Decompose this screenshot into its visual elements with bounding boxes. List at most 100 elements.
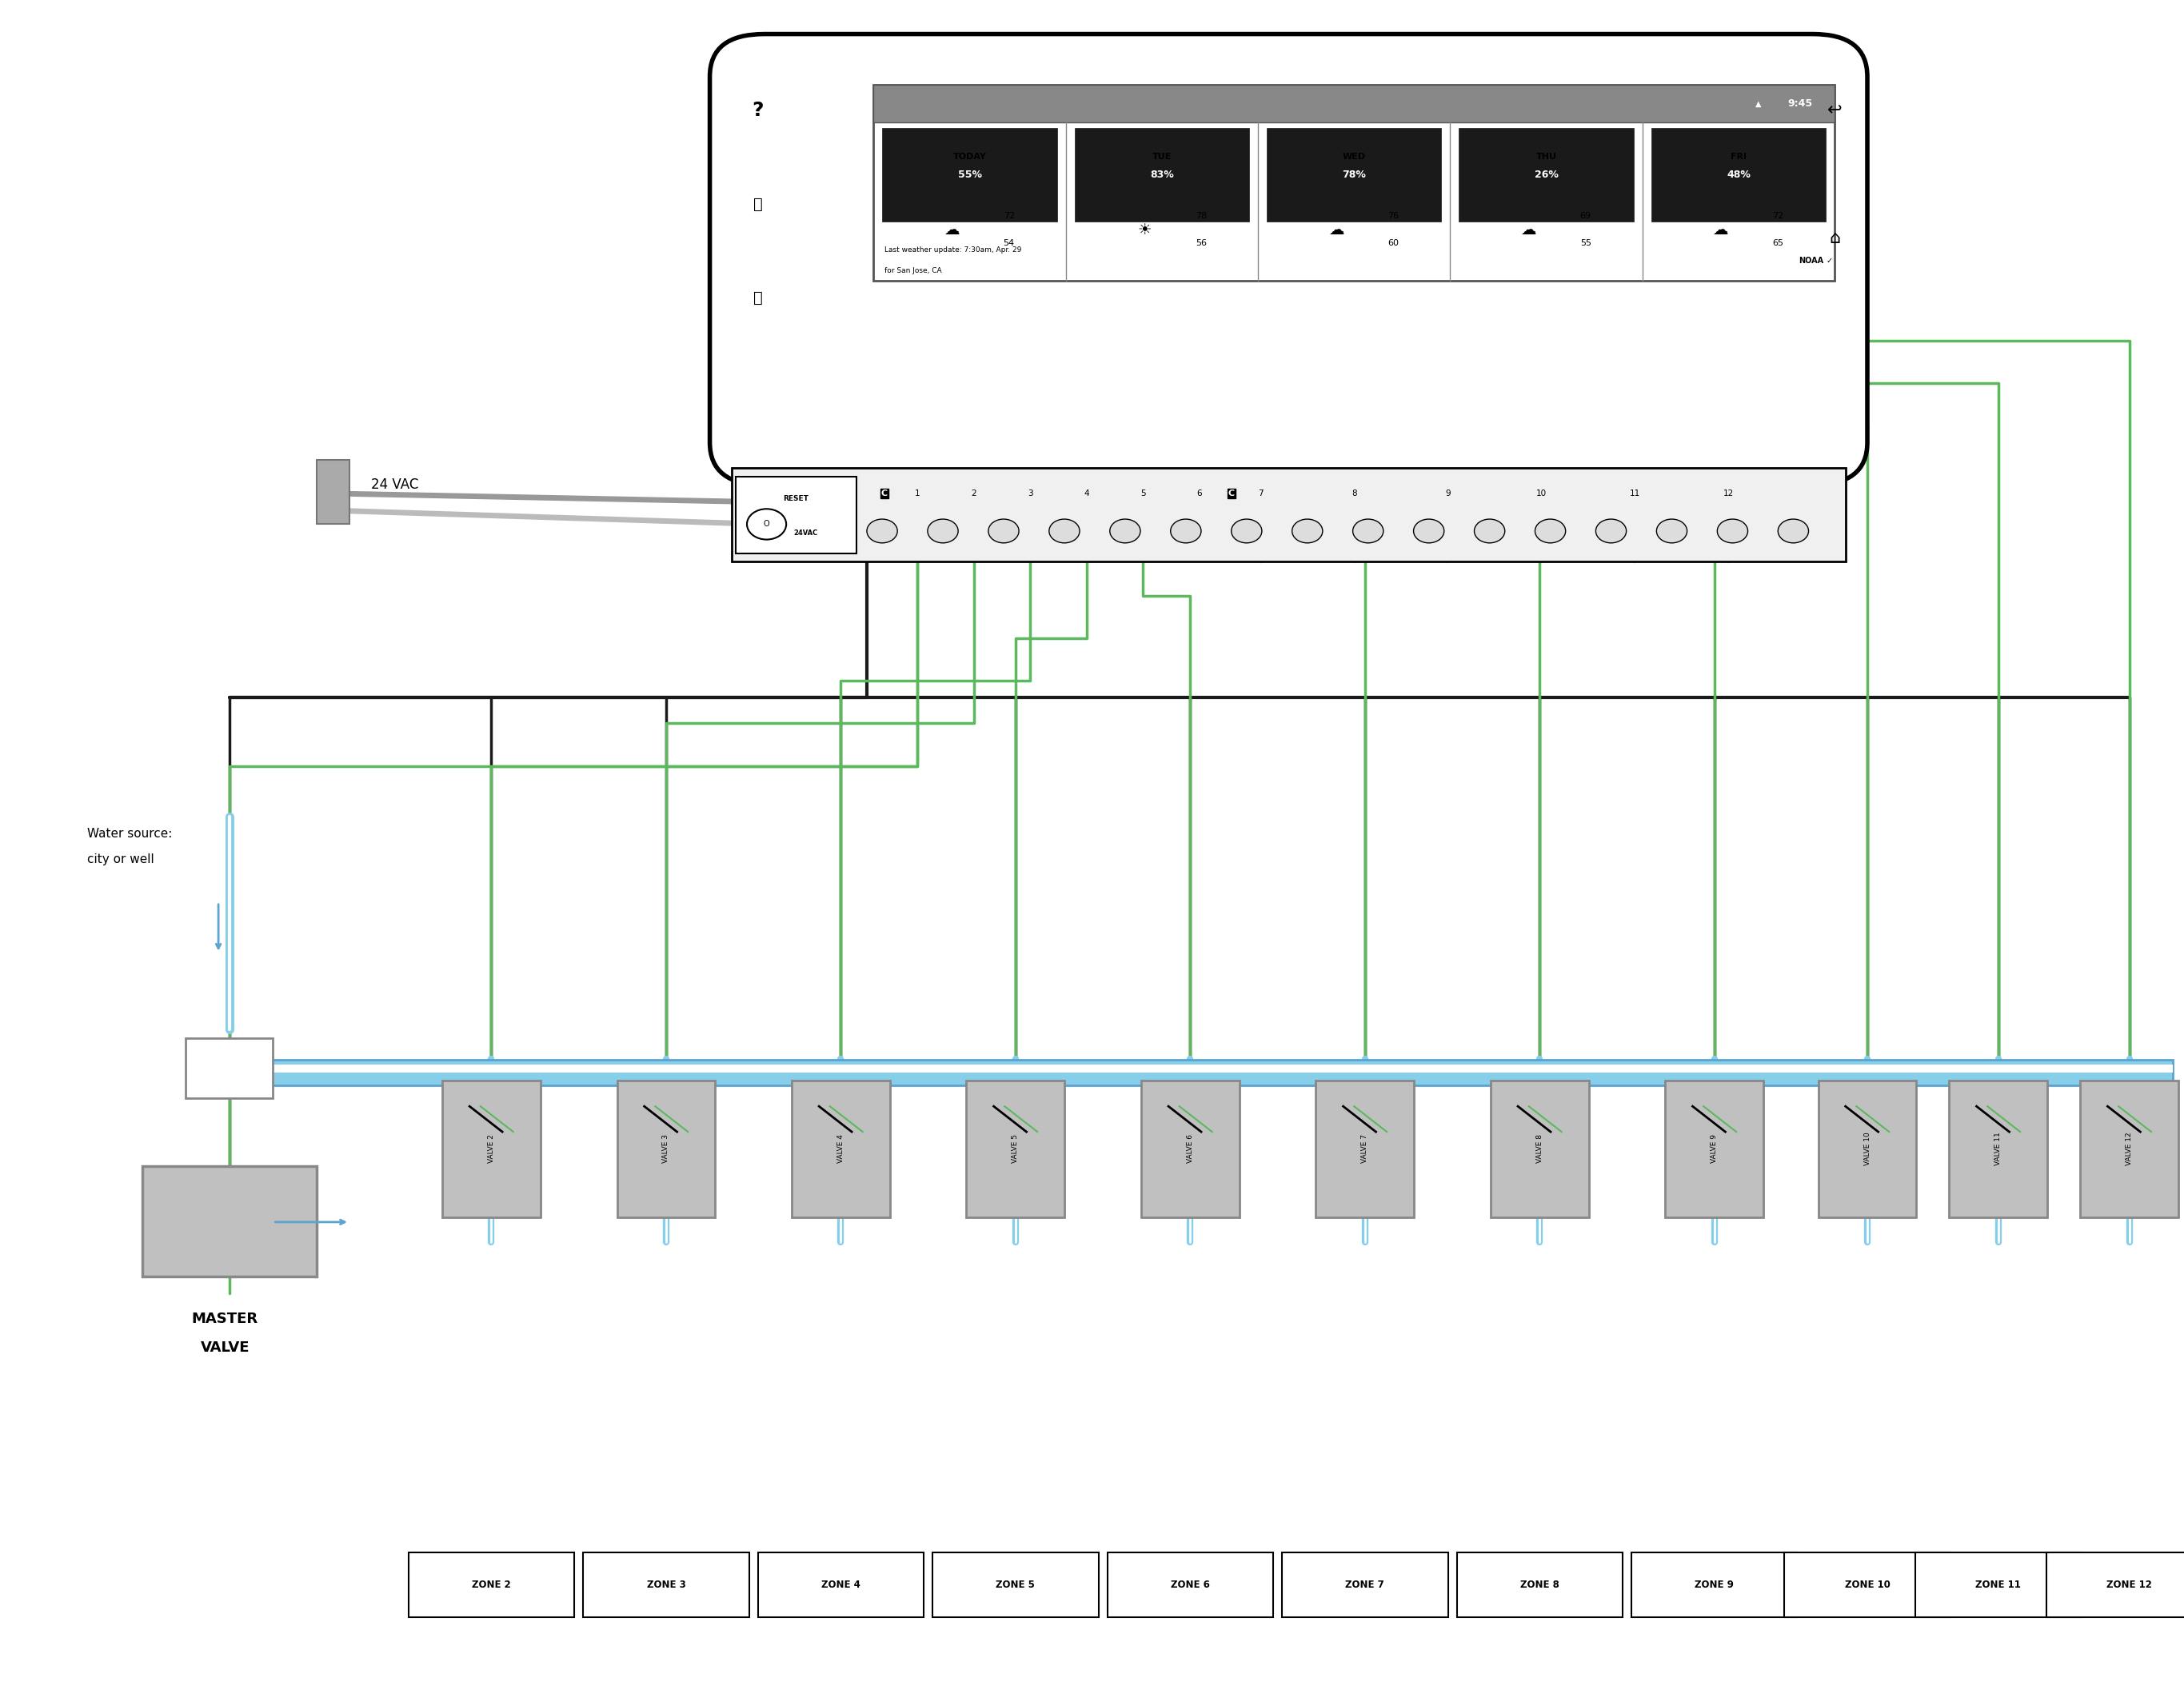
Bar xyxy=(933,1552,1099,1617)
Bar xyxy=(1948,1081,2046,1217)
Circle shape xyxy=(1717,519,1747,543)
Text: 24 VAC: 24 VAC xyxy=(371,478,419,492)
Text: ☁: ☁ xyxy=(1712,223,1730,237)
Text: 10: 10 xyxy=(1535,490,1546,497)
Text: ZONE 3: ZONE 3 xyxy=(646,1579,686,1590)
Text: 48%: 48% xyxy=(1728,168,1749,180)
Text: 4: 4 xyxy=(1083,490,1090,497)
Text: Water source:: Water source: xyxy=(87,827,173,841)
Text: TODAY: TODAY xyxy=(952,153,987,160)
Text: 🔧: 🔧 xyxy=(753,291,762,305)
Text: VALVE 12: VALVE 12 xyxy=(2125,1132,2134,1166)
Text: ZONE 8: ZONE 8 xyxy=(1520,1579,1559,1590)
Text: ☁: ☁ xyxy=(1520,223,1538,237)
Bar xyxy=(2079,1081,2177,1217)
Text: ?: ? xyxy=(751,100,764,121)
Text: VALVE 4: VALVE 4 xyxy=(836,1135,845,1162)
Text: 11: 11 xyxy=(1629,490,1640,497)
Text: C: C xyxy=(1227,490,1234,497)
Text: 65: 65 xyxy=(1771,240,1784,247)
Bar xyxy=(1784,1552,1950,1617)
Bar xyxy=(736,477,856,553)
Text: NOAA: NOAA xyxy=(1800,257,1824,264)
Text: 1: 1 xyxy=(915,490,919,497)
Bar xyxy=(1075,128,1249,221)
Text: VALVE 3: VALVE 3 xyxy=(662,1135,670,1162)
Bar xyxy=(317,460,349,524)
Bar xyxy=(1282,1552,1448,1617)
Text: ZONE 9: ZONE 9 xyxy=(1695,1579,1734,1590)
Bar xyxy=(1631,1552,1797,1617)
Bar xyxy=(1107,1552,1273,1617)
Text: 78%: 78% xyxy=(1343,168,1365,180)
Text: ☁: ☁ xyxy=(943,223,961,237)
Text: O: O xyxy=(764,521,769,528)
Bar xyxy=(1142,1081,1241,1217)
Circle shape xyxy=(1413,519,1444,543)
Circle shape xyxy=(989,519,1020,543)
Bar xyxy=(882,128,1057,221)
Text: 76: 76 xyxy=(1387,213,1400,220)
Text: 54: 54 xyxy=(1002,240,1016,247)
Bar xyxy=(1267,128,1441,221)
Text: 6: 6 xyxy=(1197,490,1201,497)
Bar xyxy=(441,1081,542,1217)
Circle shape xyxy=(1048,519,1079,543)
Bar xyxy=(1457,1552,1623,1617)
Circle shape xyxy=(1655,519,1686,543)
Text: 2: 2 xyxy=(972,490,976,497)
Text: 56: 56 xyxy=(1195,240,1208,247)
Text: ☀: ☀ xyxy=(1138,223,1151,237)
Text: THU: THU xyxy=(1535,153,1557,160)
Text: ✓: ✓ xyxy=(1826,257,1832,264)
Text: ZONE 5: ZONE 5 xyxy=(996,1579,1035,1590)
Bar xyxy=(965,1081,1064,1217)
Text: ZONE 7: ZONE 7 xyxy=(1345,1579,1385,1590)
Bar xyxy=(791,1081,891,1217)
Text: ▲: ▲ xyxy=(1756,100,1760,107)
Bar xyxy=(197,1059,2173,1086)
Text: 7: 7 xyxy=(1258,490,1262,497)
Circle shape xyxy=(1171,519,1201,543)
Text: RESET: RESET xyxy=(784,495,808,502)
Bar xyxy=(758,1552,924,1617)
Bar xyxy=(197,1065,2173,1072)
Text: 72: 72 xyxy=(1771,213,1784,220)
Text: 🔔: 🔔 xyxy=(753,197,762,211)
Bar xyxy=(1651,128,1826,221)
Text: C: C xyxy=(1227,490,1234,497)
Text: FRI: FRI xyxy=(1730,153,1747,160)
Text: 3: 3 xyxy=(1026,490,1033,497)
Text: TUE: TUE xyxy=(1153,153,1171,160)
Bar xyxy=(1666,1081,1765,1217)
Text: Last weather update: 7:30am, Apr. 29: Last weather update: 7:30am, Apr. 29 xyxy=(885,247,1022,254)
Text: 83%: 83% xyxy=(1151,168,1173,180)
Text: ZONE 11: ZONE 11 xyxy=(1977,1579,2020,1590)
Text: 60: 60 xyxy=(1387,240,1400,247)
Circle shape xyxy=(1535,519,1566,543)
Text: ZONE 12: ZONE 12 xyxy=(2108,1579,2151,1590)
Text: VALVE 6: VALVE 6 xyxy=(1186,1135,1195,1162)
Text: VALVE 10: VALVE 10 xyxy=(1863,1132,1872,1166)
Text: 9: 9 xyxy=(1446,490,1450,497)
Circle shape xyxy=(1778,519,1808,543)
Text: VALVE 8: VALVE 8 xyxy=(1535,1135,1544,1162)
Circle shape xyxy=(867,519,898,543)
Bar xyxy=(186,1038,273,1098)
Bar xyxy=(1489,1081,1590,1217)
Text: 8: 8 xyxy=(1352,490,1356,497)
Circle shape xyxy=(1474,519,1505,543)
Text: WED: WED xyxy=(1343,153,1365,160)
Text: 55%: 55% xyxy=(959,168,981,180)
Text: 69: 69 xyxy=(1579,213,1592,220)
Text: ↩: ↩ xyxy=(1828,102,1841,119)
Text: ZONE 2: ZONE 2 xyxy=(472,1579,511,1590)
Text: ZONE 4: ZONE 4 xyxy=(821,1579,860,1590)
Text: city or well: city or well xyxy=(87,853,155,866)
Text: ZONE 6: ZONE 6 xyxy=(1171,1579,1210,1590)
Bar xyxy=(616,1081,714,1217)
Text: ☁: ☁ xyxy=(1328,223,1345,237)
Bar xyxy=(583,1552,749,1617)
Text: 12: 12 xyxy=(1723,490,1734,497)
Text: 5: 5 xyxy=(1140,490,1147,497)
